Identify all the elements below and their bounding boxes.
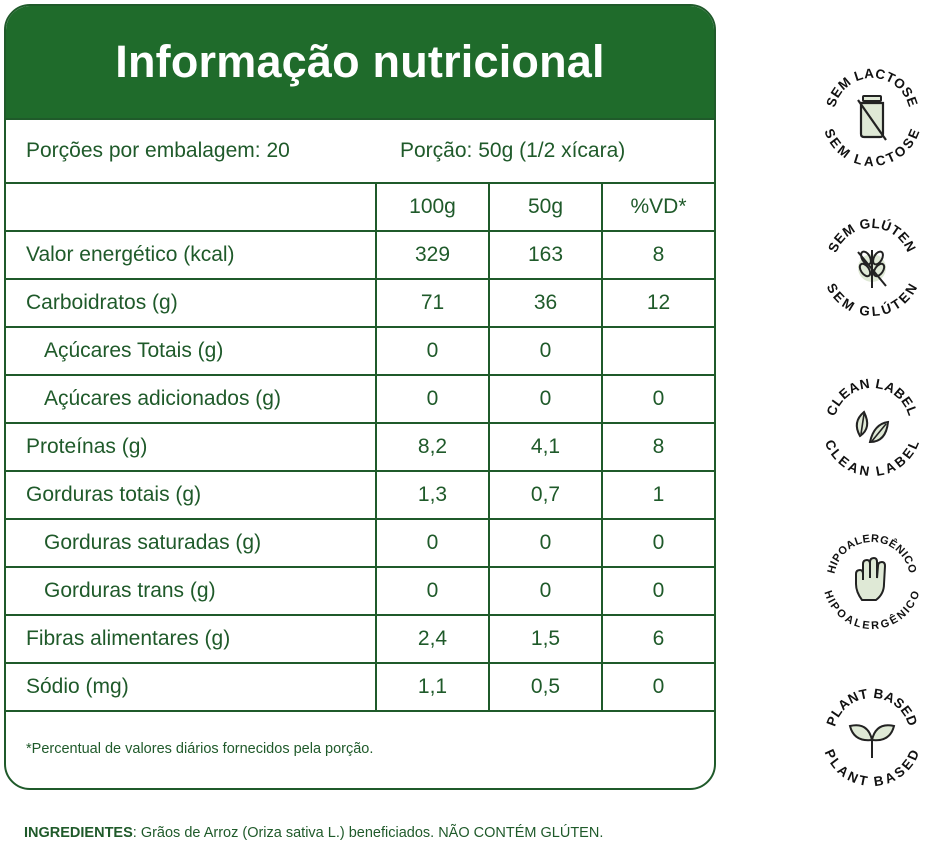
portion-info-row: Porções por embalagem: 20 Porção: 50g (1…: [6, 118, 714, 182]
table-row: Açúcares adicionados (g) 0 0 0: [6, 374, 714, 423]
value-vd: 0: [601, 518, 714, 567]
value-50g: 163: [488, 230, 602, 279]
value-100g: 0: [375, 374, 489, 423]
value-50g: 0: [488, 566, 602, 615]
value-100g: 0: [375, 518, 489, 567]
value-vd: [601, 326, 714, 375]
value-50g: 0,7: [488, 470, 602, 519]
value-100g: 1,1: [375, 662, 489, 710]
ingredients-label: INGREDIENTES: [24, 825, 133, 841]
portion-size: Porção: 50g (1/2 xícara): [400, 139, 626, 162]
value-vd: 8: [601, 422, 714, 471]
nutrient-label: Fibras alimentares (g): [6, 614, 376, 663]
portions-per-package: Porções por embalagem: 20: [26, 139, 290, 162]
column-header-100g: 100g: [375, 182, 489, 231]
nutrition-title: Informação nutricional: [6, 6, 714, 118]
table-row: Gorduras saturadas (g) 0 0 0: [6, 518, 714, 567]
table-row: Valor energético (kcal) 329 163 8: [6, 230, 714, 279]
badge-sem-lactose: SEM LACTOSE SEM LACTOSE: [812, 56, 932, 176]
nutrient-label: Gorduras trans (g): [6, 566, 376, 615]
value-100g: 329: [375, 230, 489, 279]
nutrient-label: Proteínas (g): [6, 422, 376, 471]
badge-clean-label-text-bottom: CLEAN LABEL: [822, 437, 922, 479]
value-vd: 12: [601, 278, 714, 327]
value-100g: 8,2: [375, 422, 489, 471]
table-header-empty: [6, 182, 376, 231]
value-50g: 0: [488, 518, 602, 567]
table-row: Gorduras trans (g) 0 0 0: [6, 566, 714, 615]
ingredients-text: : Grãos de Arroz (Oriza sativa L.) benef…: [132, 825, 604, 841]
value-50g: 4,1: [488, 422, 602, 471]
leaves-icon: [855, 410, 890, 444]
column-header-50g: 50g: [488, 182, 602, 231]
value-50g: 0: [488, 374, 602, 423]
value-100g: 0: [375, 566, 489, 615]
value-100g: 0: [375, 326, 489, 375]
footnote: *Percentual de valores diários fornecido…: [6, 710, 714, 786]
value-vd: 0: [601, 662, 714, 710]
nutrient-label: Açúcares adicionados (g): [6, 374, 376, 423]
table-row: Fibras alimentares (g) 2,4 1,5 6: [6, 614, 714, 663]
nutrient-label: Valor energético (kcal): [6, 230, 376, 279]
table-row: Proteínas (g) 8,2 4,1 8: [6, 422, 714, 471]
milk-bottle-icon: [857, 95, 887, 141]
nutrient-label: Carboidratos (g): [6, 278, 376, 327]
value-100g: 2,4: [375, 614, 489, 663]
value-vd: 1: [601, 470, 714, 519]
badge-plant-based: PLANT BASED PLANT BASED: [812, 676, 932, 796]
value-vd: 0: [601, 566, 714, 615]
badge-sem-gluten: SEM GLÚTEN SEM GLÚTEN: [812, 206, 932, 326]
value-vd: 6: [601, 614, 714, 663]
badge-clean-label-text-top: CLEAN LABEL: [824, 376, 921, 418]
wheat-crossed-icon: [857, 250, 887, 288]
value-100g: 71: [375, 278, 489, 327]
value-vd: 8: [601, 230, 714, 279]
badge-hipoalergenico: HIPOALERGÊNICO HIPOALERGÊNICO: [812, 520, 932, 640]
hand-icon: [855, 556, 887, 601]
value-100g: 1,3: [375, 470, 489, 519]
table-row: Carboidratos (g) 71 36 12: [6, 278, 714, 327]
value-50g: 0,5: [488, 662, 602, 710]
table-row: Gorduras totais (g) 1,3 0,7 1: [6, 470, 714, 519]
nutrient-label: Açúcares Totais (g): [6, 326, 376, 375]
value-50g: 36: [488, 278, 602, 327]
table-row: Açúcares Totais (g) 0 0: [6, 326, 714, 375]
nutrition-panel: Informação nutricional Porções por embal…: [4, 4, 716, 790]
nutrient-label: Gorduras totais (g): [6, 470, 376, 519]
value-vd: 0: [601, 374, 714, 423]
ingredients-line: INGREDIENTES: Grãos de Arroz (Oriza sati…: [24, 825, 603, 841]
sprout-icon: [848, 724, 896, 758]
badge-sem-gluten-text-top: SEM GLÚTEN: [825, 216, 919, 255]
value-50g: 0: [488, 326, 602, 375]
badge-plant-based-text-top: PLANT BASED: [823, 686, 920, 728]
nutrient-label: Sódio (mg): [6, 662, 376, 710]
value-50g: 1,5: [488, 614, 602, 663]
nutrition-table: 100g 50g %VD* Valor energético (kcal) 329…: [6, 182, 714, 710]
table-row: Sódio (mg) 1,1 0,5 0: [6, 662, 714, 710]
table-header-row: 100g 50g %VD*: [6, 182, 714, 231]
column-header-vd: %VD*: [601, 182, 714, 231]
badge-clean-label: CLEAN LABEL CLEAN LABEL: [812, 366, 932, 486]
nutrient-label: Gorduras saturadas (g): [6, 518, 376, 567]
